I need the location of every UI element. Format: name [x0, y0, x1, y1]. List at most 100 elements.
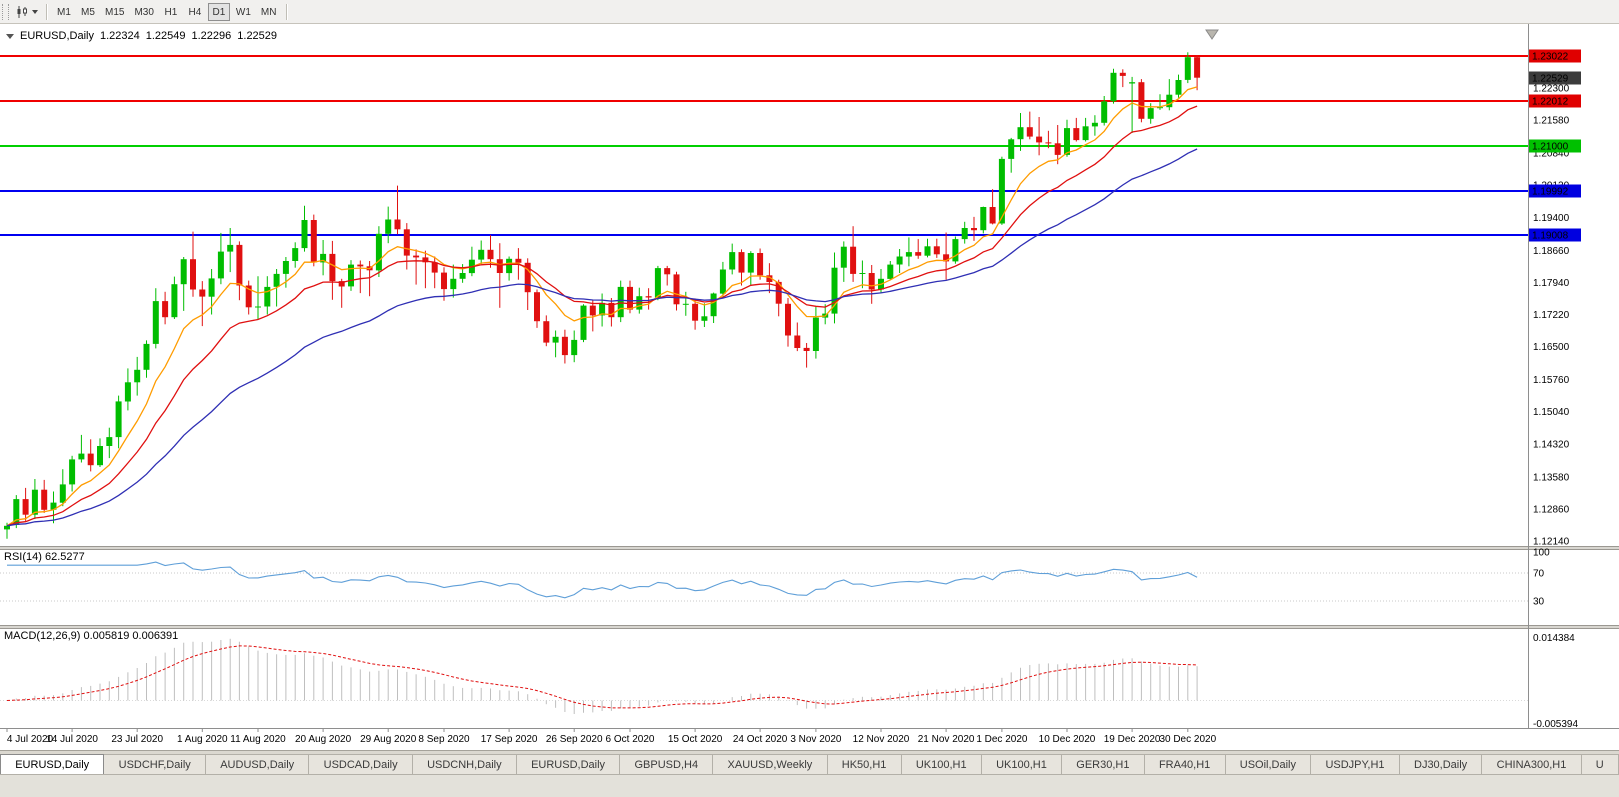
panel-separator[interactable] [0, 546, 1619, 550]
date-label: 29 Aug 2020 [360, 734, 417, 745]
timeframe-button-m15[interactable]: M15 [105, 6, 125, 18]
svg-text:1.19008: 1.19008 [1532, 230, 1569, 241]
timeframe-button-w1[interactable]: W1 [235, 6, 251, 18]
candle [292, 242, 299, 268]
candle [124, 368, 131, 411]
chart-type-button[interactable] [12, 3, 41, 21]
tab-usdcad-daily[interactable]: USDCAD,Daily [309, 754, 413, 774]
price-tag: 1.22012 [1529, 94, 1581, 108]
candle [701, 303, 708, 327]
rsi-indicator-label: RSI(14) 62.5277 [4, 551, 85, 563]
support-resistance-lines[interactable] [0, 54, 1528, 236]
candle [403, 223, 410, 270]
candle [589, 299, 596, 332]
candle [719, 261, 726, 297]
dropdown-arrow-icon [32, 9, 38, 14]
timeframe-button-h4[interactable]: H4 [188, 6, 202, 18]
price-axis-label: 1.12140 [1533, 537, 1570, 548]
candle [41, 479, 48, 513]
tab-eurusd-daily[interactable]: EURUSD,Daily [0, 754, 105, 774]
price-axis-label: 1.12860 [1533, 504, 1570, 515]
candle [1138, 79, 1145, 123]
timeframe-button-m5[interactable]: M5 [81, 6, 95, 18]
price-axis-label: 1.21580 [1533, 116, 1570, 127]
date-label: 10 Dec 2020 [1039, 734, 1096, 745]
toolbar-divider [286, 3, 288, 20]
tab-uk100-h1[interactable]: UK100,H1 [901, 754, 982, 774]
date-label: 17 Sep 2020 [481, 734, 538, 745]
candle [441, 267, 447, 301]
candle [143, 340, 150, 378]
tab-usoil-daily[interactable]: USOil,Daily [1225, 754, 1312, 774]
date-label: 3 Nov 2020 [790, 734, 842, 745]
price-tag: 1.23022 [1529, 49, 1581, 63]
candle [50, 491, 57, 524]
date-label: 8 Sep 2020 [418, 734, 470, 745]
candle [338, 278, 345, 308]
tab-uk100-h1[interactable]: UK100,H1 [981, 754, 1063, 774]
date-label: 6 Oct 2020 [606, 734, 655, 745]
candle [152, 288, 159, 349]
candle [1073, 117, 1080, 142]
candle [961, 221, 968, 244]
svg-text:1.23022: 1.23022 [1532, 51, 1569, 62]
rsi-panel [0, 561, 1528, 602]
price-axis[interactable]: 1.223001.215801.208401.201201.194001.186… [1528, 24, 1579, 730]
timeframe-button-h1[interactable]: H1 [164, 6, 178, 18]
tab-usdcnh-daily[interactable]: USDCNH,Daily [412, 754, 517, 774]
candle [1082, 117, 1089, 142]
candle [738, 249, 745, 286]
tab-ger30-h1[interactable]: GER30,H1 [1062, 754, 1145, 774]
shift-end-marker-icon[interactable] [1205, 29, 1219, 40]
tab-audusd-daily[interactable]: AUDUSD,Daily [206, 754, 310, 774]
tab-usdjpy-h1[interactable]: USDJPY,H1 [1311, 754, 1400, 774]
toolbar-grip[interactable] [2, 3, 9, 20]
price-axis-label: 1.20840 [1533, 149, 1570, 160]
tab-hk50-h1[interactable]: HK50,H1 [827, 754, 902, 774]
macd-indicator-label: MACD(12,26,9) 0.005819 0.006391 [4, 630, 179, 642]
candle [1175, 74, 1182, 98]
candle [896, 249, 903, 273]
tab-china300-h1[interactable]: CHINA300,H1 [1482, 754, 1582, 774]
date-label: 26 Sep 2020 [546, 734, 603, 745]
candle [320, 240, 327, 276]
timeframe-button-mn[interactable]: MN [260, 6, 277, 18]
candle [980, 206, 987, 234]
panel-separator[interactable] [0, 625, 1619, 629]
svg-text:1.22529: 1.22529 [1532, 73, 1569, 84]
tab-u[interactable]: U [1581, 754, 1619, 774]
candle [97, 438, 103, 467]
candle [227, 228, 234, 273]
date-label: 14 Jul 2020 [46, 734, 98, 745]
candle [69, 455, 76, 492]
candle [971, 216, 977, 241]
rsi-line [7, 561, 1198, 599]
chart-window[interactable]: EURUSD,Daily 1.22324 1.22549 1.22296 1.2… [0, 24, 1619, 750]
date-label: 21 Nov 2020 [918, 734, 975, 745]
tab-dj30-daily[interactable]: DJ30,Daily [1399, 754, 1483, 774]
candle [543, 315, 550, 347]
tab-gbpusd-h4[interactable]: GBPUSD,H4 [620, 754, 714, 774]
date-label: 15 Oct 2020 [668, 734, 723, 745]
rsi-axis-label: 30 [1533, 597, 1545, 608]
timeframe-button-m30[interactable]: M30 [134, 6, 154, 18]
timeframe-button-m1[interactable]: M1 [57, 6, 71, 18]
candle [627, 280, 633, 314]
candle [1054, 125, 1061, 165]
chart-marker-icon[interactable] [6, 33, 14, 39]
candle [282, 257, 289, 288]
candle [459, 264, 466, 283]
timeframe-button-d1[interactable]: D1 [207, 2, 230, 21]
candle [431, 256, 438, 289]
candle [812, 306, 819, 359]
svg-text:1.22012: 1.22012 [1532, 96, 1569, 107]
rsi-axis-label: 100 [1533, 548, 1550, 559]
price-tag: 1.19992 [1529, 184, 1581, 198]
tab-xauusd-weekly[interactable]: XAUUSD,Weekly [713, 754, 828, 774]
tab-fra40-h1[interactable]: FRA40,H1 [1144, 754, 1226, 774]
tab-usdchf-daily[interactable]: USDCHF,Daily [104, 754, 206, 774]
candle [654, 265, 661, 301]
tab-eurusd-daily[interactable]: EURUSD,Daily [516, 754, 621, 774]
